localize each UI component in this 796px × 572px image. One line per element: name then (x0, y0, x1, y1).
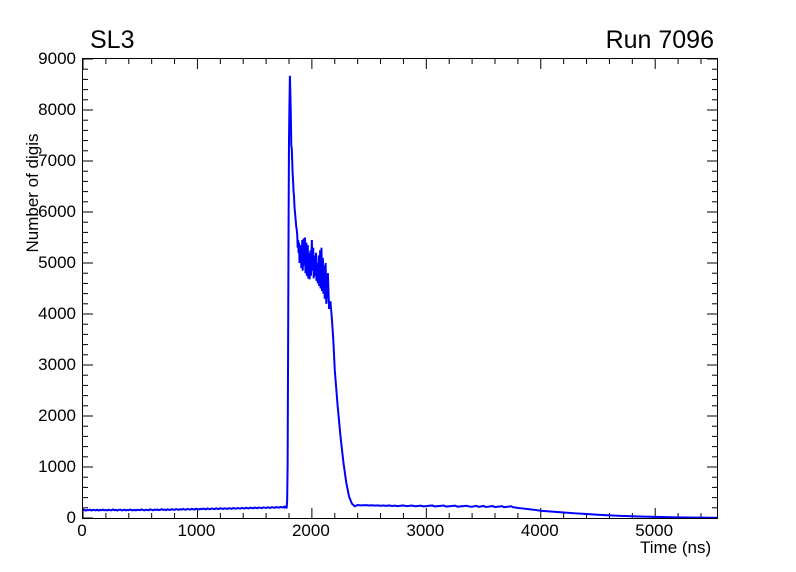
x-tick-label: 4000 (520, 521, 559, 540)
x-tick-label: 5000 (635, 521, 674, 540)
x-axis-title: Time (ns) (640, 538, 712, 557)
plot-frame (82, 58, 718, 519)
y-tick-label: 8000 (38, 100, 76, 119)
y-tick-label: 0 (66, 508, 76, 527)
y-tick-label: 5000 (38, 253, 76, 272)
y-tick-label: 3000 (38, 355, 76, 374)
y-tick-label: 4000 (38, 304, 76, 323)
y-tick-label: 2000 (38, 406, 76, 425)
chart-title-left: SL3 (90, 26, 135, 54)
axis-ticks (83, 59, 717, 518)
y-tick-label: 1000 (38, 457, 76, 476)
data-plot-area (83, 59, 717, 518)
x-tick-label: 3000 (406, 521, 445, 540)
chart-title-right: Run 7096 (605, 26, 714, 54)
y-tick-label: 6000 (38, 202, 76, 221)
x-tick-label: 0 (77, 521, 87, 540)
histogram-line (83, 75, 717, 518)
x-tick-label: 2000 (291, 521, 330, 540)
y-tick-label: 9000 (38, 49, 76, 68)
y-tick-label: 7000 (38, 151, 76, 170)
x-tick-label: 1000 (177, 521, 216, 540)
